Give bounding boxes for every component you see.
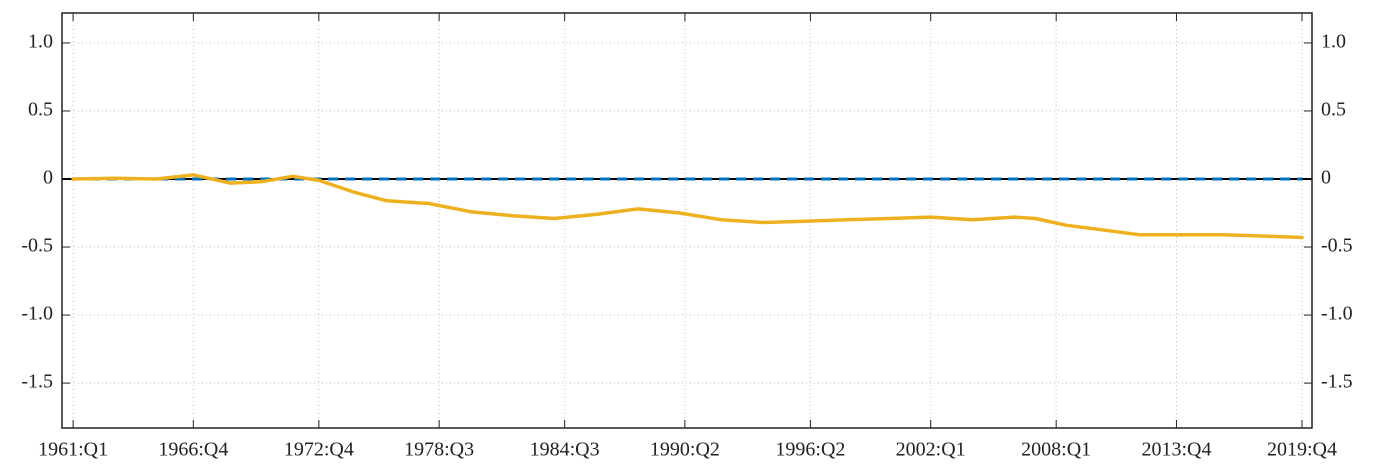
x-tick-label: 1984:Q3: [530, 439, 600, 461]
plot-frame: [61, 12, 1313, 429]
y2-tick-label: 1.0: [1321, 31, 1346, 53]
y-tick-label: -0.5: [21, 235, 53, 257]
y-tick-label: 1.0: [28, 31, 53, 53]
x-tick-label: 1972:Q4: [284, 439, 354, 461]
y-tick-label: 0: [43, 167, 53, 189]
x-tick-label: 2002:Q1: [896, 439, 966, 461]
x-tick-label: 1978:Q3: [404, 439, 474, 461]
x-tick-label: 1966:Q4: [158, 439, 228, 461]
y2-tick-label: 0.5: [1321, 99, 1346, 121]
x-tick-label: 2013:Q4: [1141, 439, 1211, 461]
y-tick-label: 0.5: [28, 99, 53, 121]
y2-tick-label: -0.5: [1321, 235, 1353, 257]
y-tick-label: -1.0: [21, 303, 53, 325]
x-tick-label: 2008:Q1: [1021, 439, 1091, 461]
x-tick-label: 1996:Q2: [775, 439, 845, 461]
x-tick-label: 1990:Q2: [650, 439, 720, 461]
series-line: [71, 173, 1304, 240]
y2-tick-label: 0: [1321, 167, 1331, 189]
x-tick-label: 1961:Q1: [38, 439, 108, 461]
y-tick-label: -1.5: [21, 371, 53, 393]
y2-tick-label: -1.5: [1321, 371, 1353, 393]
y2-tick-label: -1.0: [1321, 303, 1353, 325]
x-tick-label: 2019:Q4: [1267, 439, 1337, 461]
